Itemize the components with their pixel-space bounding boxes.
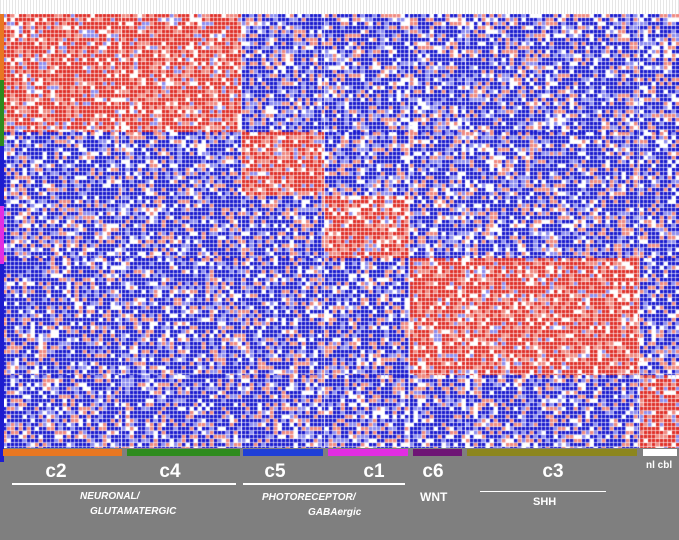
- neuronal-label-line2: GLUTAMATERGIC: [90, 506, 177, 517]
- photoreceptor-label: PHOTORECEPTOR/ GABAergic: [262, 490, 361, 520]
- cluster-bar-nl: [643, 449, 677, 456]
- gene-cluster-strip: [0, 14, 4, 462]
- cluster-label-c5: c5: [264, 461, 286, 482]
- cluster-bar-c5: [243, 449, 323, 456]
- photoreceptor-label-line2: GABAergic: [308, 507, 362, 518]
- cluster-bar-c3: [467, 449, 637, 456]
- shh-label: SHH: [533, 496, 557, 508]
- cluster-label-nl-cbl: nl cbl: [646, 460, 673, 471]
- cluster-label-c6: c6: [422, 461, 444, 482]
- neuronal-group-rule: [12, 483, 236, 485]
- cluster-label-c4: c4: [159, 461, 181, 482]
- wnt-label: WNT: [420, 490, 448, 504]
- neuronal-label: NEURONAL/ GLUTAMATERGIC: [80, 489, 176, 519]
- shh-group-rule: [480, 491, 606, 492]
- neuronal-label-line1: NEURONAL/: [80, 491, 140, 502]
- heatmap-canvas: [0, 0, 679, 448]
- heatmap: [0, 0, 679, 462]
- cluster-label-c1: c1: [363, 461, 385, 482]
- photoreceptor-label-line1: PHOTORECEPTOR/: [262, 492, 356, 503]
- sample-header-strip: [0, 0, 679, 14]
- cluster-label-c3: c3: [542, 461, 564, 482]
- cluster-bar-c6: [413, 449, 462, 456]
- photoreceptor-group-rule: [243, 483, 405, 485]
- cluster-bar-c1: [328, 449, 408, 456]
- cluster-label-c2: c2: [45, 461, 67, 482]
- cluster-bar-c4: [127, 449, 240, 456]
- cluster-bar-c2: [3, 449, 122, 456]
